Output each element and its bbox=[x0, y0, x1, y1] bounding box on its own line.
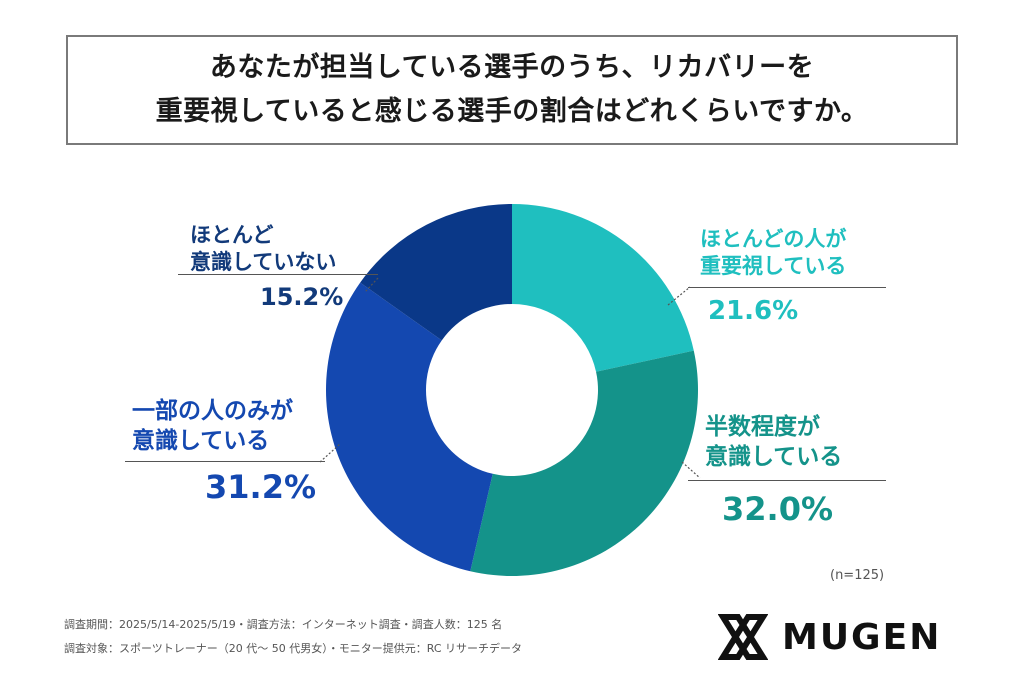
label-hardly-aware-line1: ほとんど bbox=[190, 223, 274, 247]
title-box: あなたが担当している選手のうち、リカバリーを 重要視していると感じる選手の割合は… bbox=[66, 35, 958, 145]
leader-half-aware bbox=[681, 461, 701, 479]
value-label-some-aware: 31.2% bbox=[205, 468, 317, 506]
leader-most-important bbox=[667, 286, 691, 306]
underline-half-aware bbox=[688, 480, 886, 481]
label-most-important: ほとんどの人が 重要視している bbox=[700, 226, 846, 281]
label-hardly-aware: ほとんど 意識していない bbox=[190, 222, 336, 277]
value-label-hardly-aware: 15.2% bbox=[260, 283, 344, 311]
slice-hardly-aware bbox=[360, 204, 512, 341]
slice-most-important bbox=[512, 204, 694, 372]
underline-some-aware bbox=[125, 461, 325, 462]
sample-size-note: (n=125) bbox=[830, 568, 885, 583]
footer-line-1: 調査期間：2025/5/14-2025/5/19・調査方法：インターネット調査・… bbox=[64, 618, 503, 631]
value-label-most-important: 21.6% bbox=[708, 296, 799, 326]
label-some-aware: 一部の人のみが 意識している bbox=[132, 397, 293, 457]
logo-text: MUGEN bbox=[782, 616, 942, 658]
label-some-aware-line1: 一部の人のみが bbox=[132, 398, 293, 424]
label-some-aware-line2: 意識している bbox=[132, 427, 270, 454]
mugen-mark-icon bbox=[718, 614, 768, 660]
slice-some-aware bbox=[326, 282, 493, 572]
label-half-aware-line1: 半数程度が bbox=[705, 414, 820, 440]
slice-half-aware bbox=[470, 350, 698, 576]
label-hardly-aware-line2: 意識していない bbox=[190, 250, 337, 275]
title-line-2: 重要視していると感じる選手の割合はどれくらいですか。 bbox=[155, 96, 869, 127]
underline-hardly-aware bbox=[178, 274, 378, 275]
mugen-logo: MUGEN bbox=[718, 612, 941, 662]
footer-line-2: 調査対象：スポーツトレーナー（20 代〜 50 代男女）・モニター提供元：RC … bbox=[64, 642, 523, 655]
label-most-important-line1: ほとんどの人が bbox=[700, 227, 847, 251]
value-label-half-aware: 32.0% bbox=[722, 490, 834, 528]
leader-hardly-aware bbox=[364, 277, 379, 293]
title-line-1: あなたが担当している選手のうち、リカバリーを bbox=[209, 52, 815, 83]
leader-some-aware bbox=[319, 443, 341, 463]
label-half-aware-line2: 意識している bbox=[705, 443, 843, 470]
label-half-aware: 半数程度が 意識している bbox=[705, 413, 842, 473]
underline-most-important bbox=[688, 287, 886, 288]
label-most-important-line2: 重要視している bbox=[700, 254, 847, 279]
